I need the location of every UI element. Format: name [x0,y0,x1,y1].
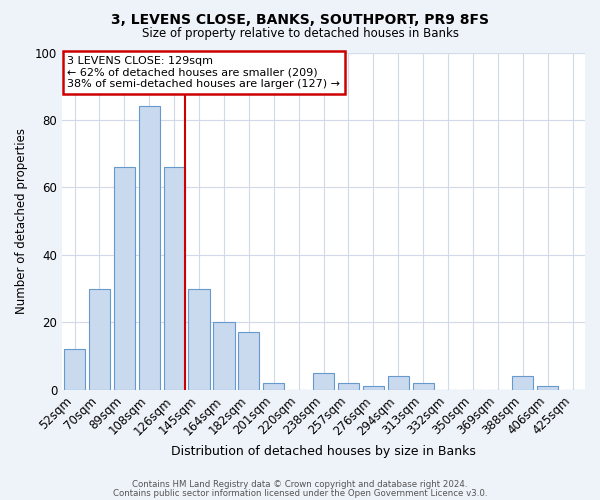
Text: 3 LEVENS CLOSE: 129sqm
← 62% of detached houses are smaller (209)
38% of semi-de: 3 LEVENS CLOSE: 129sqm ← 62% of detached… [67,56,340,89]
Y-axis label: Number of detached properties: Number of detached properties [15,128,28,314]
Bar [263,383,284,390]
Bar [214,322,235,390]
Bar [89,288,110,390]
Bar [338,383,359,390]
Bar [537,386,558,390]
Text: Size of property relative to detached houses in Banks: Size of property relative to detached ho… [142,28,458,40]
Bar [139,106,160,390]
Text: Contains public sector information licensed under the Open Government Licence v3: Contains public sector information licen… [113,488,487,498]
X-axis label: Distribution of detached houses by size in Banks: Distribution of detached houses by size … [171,444,476,458]
Bar [114,167,135,390]
Bar [363,386,384,390]
Text: 3, LEVENS CLOSE, BANKS, SOUTHPORT, PR9 8FS: 3, LEVENS CLOSE, BANKS, SOUTHPORT, PR9 8… [111,12,489,26]
Bar [388,376,409,390]
Bar [64,350,85,390]
Bar [164,167,185,390]
Bar [188,288,209,390]
Bar [413,383,434,390]
Bar [512,376,533,390]
Text: Contains HM Land Registry data © Crown copyright and database right 2024.: Contains HM Land Registry data © Crown c… [132,480,468,489]
Bar [313,373,334,390]
Bar [238,332,259,390]
